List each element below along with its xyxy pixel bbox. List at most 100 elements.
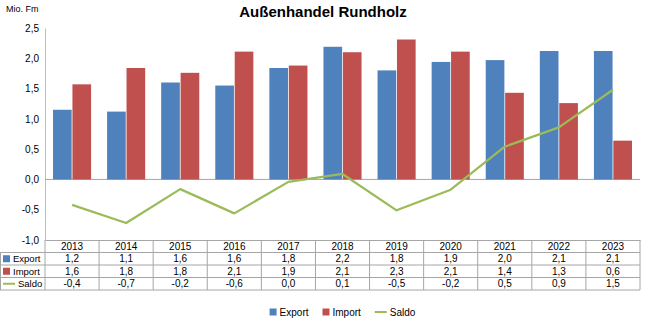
x-tick: 2019 [385, 240, 408, 252]
legend-key [322, 309, 329, 316]
bar [486, 60, 505, 179]
table-cell: 0,5 [498, 278, 512, 289]
y-tick: 0,0 [25, 174, 45, 185]
table-cell: 2,3 [390, 266, 404, 277]
table-rule [315, 240, 316, 290]
table-cell: 1,4 [498, 266, 512, 277]
legend-item: Import [322, 307, 361, 318]
table-cell: 2,2 [336, 253, 350, 264]
x-tick: 2015 [169, 240, 192, 252]
y-tick-label: 2,0 [25, 53, 39, 64]
table-rule [0, 253, 1, 291]
table-rule [153, 240, 154, 290]
table-rule [261, 240, 262, 290]
y-tick: 1,0 [25, 114, 45, 125]
table-cell: -0,7 [118, 278, 136, 289]
table-cell: 2,1 [606, 253, 620, 264]
x-tick-label: 2021 [494, 241, 517, 252]
bar [397, 40, 416, 180]
y-tick: 2,0 [25, 53, 45, 64]
table-cell: 1,8 [173, 266, 187, 277]
y-tick: 1,5 [25, 83, 45, 94]
y-tick: 0,5 [25, 144, 45, 155]
table-cell: -0,2 [172, 278, 190, 289]
table-cell: 2,1 [444, 266, 458, 277]
bar [269, 68, 288, 179]
table-cell: 0,9 [552, 278, 566, 289]
bar [289, 66, 308, 180]
table-cell: 1,6 [173, 253, 187, 264]
table-cell: 1,9 [281, 266, 295, 277]
bar [181, 73, 200, 180]
table-cell: -0,2 [442, 278, 460, 289]
table-cell: -0,4 [63, 278, 81, 289]
y-axis: -1,0-0,50,00,51,01,52,02,5 [22, 23, 46, 246]
bar [323, 47, 342, 180]
x-tick-label: 2020 [440, 241, 463, 252]
x-tick: 2017 [277, 240, 300, 252]
table-row-header: Import [13, 266, 40, 277]
x-tick: 2016 [223, 240, 246, 252]
bar [235, 52, 254, 180]
bar-series [53, 47, 613, 180]
table-cell: -0,5 [388, 278, 406, 289]
table-cell: 1,6 [65, 266, 79, 277]
bar [540, 51, 559, 179]
x-tick-label: 2014 [115, 241, 138, 252]
y-axis-line [45, 29, 46, 241]
legend: Export Import Saldo [270, 307, 416, 318]
y-tick-label: 0,0 [25, 174, 39, 185]
table-rule [477, 240, 478, 290]
legend-key [3, 283, 15, 285]
table-rule [0, 290, 640, 291]
table-rule [0, 277, 640, 278]
legend-label: Import [332, 307, 361, 318]
plot-marks [53, 40, 632, 224]
x-tick: 2013 [61, 240, 84, 252]
x-tick-label: 2023 [602, 241, 625, 252]
table-rule [423, 240, 424, 290]
bar-series [72, 40, 632, 180]
table-cell: 1,2 [65, 253, 79, 264]
table-rule [531, 240, 532, 290]
line [72, 90, 613, 223]
table-cell: 1,8 [281, 253, 295, 264]
table-cell: -0,6 [226, 278, 244, 289]
x-tick-label: 2013 [61, 241, 84, 252]
table-cell: 1,5 [606, 278, 620, 289]
x-tick-label: 2019 [385, 241, 408, 252]
x-tick: 2014 [115, 240, 138, 252]
y-axis-title: Mio. Fm [6, 4, 39, 14]
table-cell: 2,1 [336, 266, 350, 277]
table-rule [45, 240, 46, 290]
x-tick: 2023 [602, 240, 625, 252]
table-cell: 1,6 [227, 253, 241, 264]
table-rule [640, 240, 641, 290]
bar [161, 83, 180, 180]
x-tick: 2018 [331, 240, 354, 252]
bar [127, 68, 146, 179]
bar [505, 93, 524, 180]
legend-item: Export [270, 307, 309, 318]
y-tick: -0,5 [22, 204, 45, 215]
table-cell: 0,1 [336, 278, 350, 289]
table-rule [207, 240, 208, 290]
bar [378, 70, 397, 179]
legend-key [270, 309, 277, 316]
x-tick: 2020 [440, 240, 463, 252]
bar [613, 141, 632, 180]
table-rule [99, 240, 100, 290]
x-tick: 2022 [548, 240, 571, 252]
y-tick-label: 0,5 [25, 144, 39, 155]
table-cell: 2,0 [498, 253, 512, 264]
x-tick-label: 2018 [331, 241, 354, 252]
table-cell: 1,8 [390, 253, 404, 264]
x-tick-label: 2022 [548, 241, 571, 252]
y-tick-label: 1,5 [25, 83, 39, 94]
legend-key [3, 255, 10, 262]
legend-key [3, 268, 10, 275]
table-cell: 1,8 [119, 266, 133, 277]
y-tick-label: -0,5 [22, 204, 40, 215]
legend-label: Saldo [390, 307, 416, 318]
y-tick: -1,0 [22, 235, 45, 246]
